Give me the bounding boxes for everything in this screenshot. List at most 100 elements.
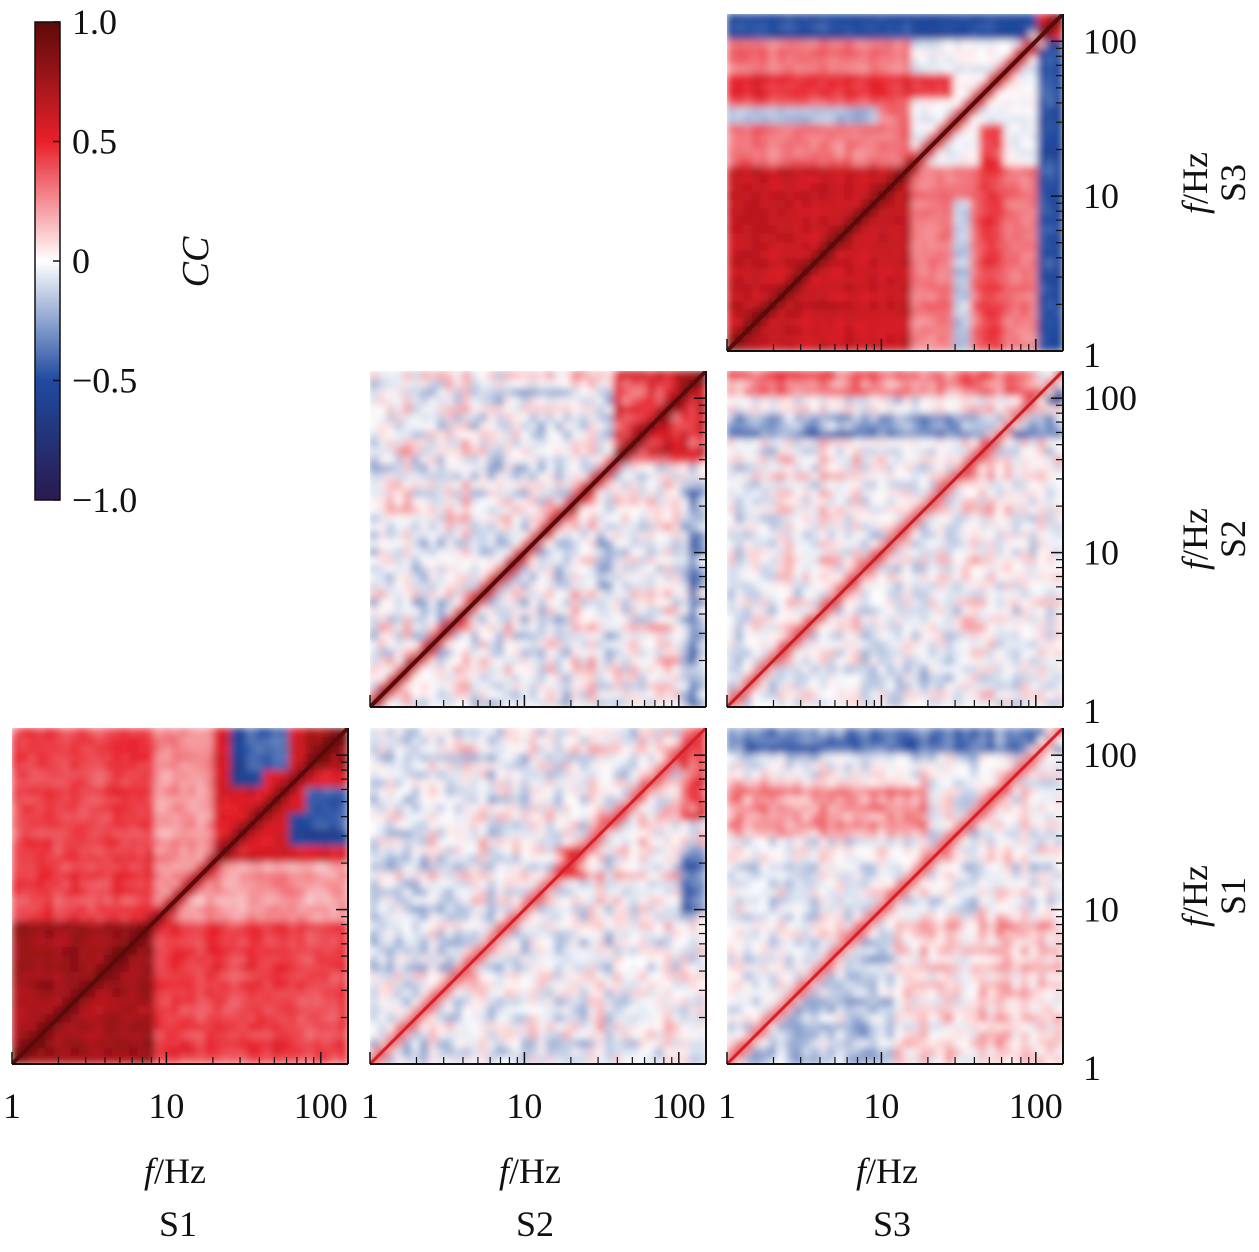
heatmap-cell [734, 207, 745, 217]
heatmap-cell [911, 30, 921, 40]
heatmap-cell [394, 664, 405, 674]
heatmap-cell [503, 580, 514, 590]
heatmap-cell [596, 496, 606, 506]
heatmap-cell [835, 156, 846, 167]
heatmap-cell [835, 114, 846, 125]
heatmap-cell [1054, 165, 1063, 175]
heatmap-cell [562, 446, 573, 456]
heatmap-cell [671, 412, 682, 422]
heatmap-cell [596, 639, 606, 649]
heatmap-cell [12, 735, 21, 746]
heatmap-cell [776, 274, 787, 285]
heatmap-cell [995, 240, 1005, 251]
heatmap-cell [852, 249, 862, 259]
heatmap-cell [1037, 333, 1047, 344]
heatmap-cell [1012, 605, 1022, 616]
heatmap-cell [944, 404, 955, 414]
heatmap-cell [503, 689, 514, 700]
heatmap-cell [827, 325, 837, 335]
heatmap-cell [911, 224, 921, 234]
heatmap-cell [776, 80, 787, 91]
heatmap-cell [978, 72, 988, 82]
heatmap-cell [411, 597, 421, 607]
heatmap-cell [751, 198, 762, 209]
heatmap-cell [928, 454, 938, 464]
heatmap-cell [743, 173, 753, 183]
heatmap-cell [436, 689, 447, 700]
heatmap-cell [529, 521, 539, 532]
heatmap-cell [655, 538, 665, 548]
heatmap-cell [377, 572, 388, 582]
heatmap-cell [1037, 316, 1047, 327]
heatmap-cell [869, 240, 879, 251]
heatmap-cell [545, 664, 556, 674]
heatmap-cell [902, 689, 913, 700]
heatmap-cell [944, 622, 955, 632]
heatmap-cell [970, 47, 980, 57]
heatmap-cell [894, 437, 904, 448]
heatmap-cell [928, 72, 938, 82]
heatmap-cell [436, 656, 447, 666]
heatmap-cell [869, 546, 879, 557]
heatmap-cell [663, 504, 673, 515]
heatmap-cell [638, 647, 648, 658]
heatmap-cell [961, 387, 972, 397]
heatmap-cell [785, 316, 795, 327]
heatmap-cell [671, 572, 682, 582]
heatmap-cell [785, 190, 795, 200]
heatmap-cell [877, 89, 888, 99]
heatmap-cell [428, 446, 438, 456]
heatmap-cell [936, 605, 946, 616]
heatmap-cell [911, 139, 921, 150]
heatmap-cell [370, 395, 379, 406]
heatmap-cell [638, 404, 648, 414]
heatmap-cell [478, 572, 489, 582]
heatmap-cell [470, 471, 480, 481]
heatmap-cell [727, 664, 736, 674]
heatmap-cell [562, 698, 573, 707]
heatmap-cell [860, 156, 871, 167]
heatmap-cell [604, 689, 615, 700]
heatmap-cell [596, 404, 606, 414]
heatmap-cell [760, 215, 770, 226]
heatmap-cell [995, 656, 1005, 666]
heatmap-cell [852, 513, 862, 523]
heatmap-cell [852, 182, 862, 192]
heatmap-cell [827, 513, 837, 523]
heatmap-cell [835, 656, 846, 666]
heatmap-cell [1020, 672, 1030, 683]
heatmap-cell [902, 156, 913, 167]
heatmap-cell [844, 664, 854, 674]
heatmap-cell [877, 224, 888, 234]
heatmap-cell [877, 173, 888, 183]
heatmap-cell [503, 378, 514, 389]
heatmap-cell [1020, 614, 1030, 624]
heatmap-cell [902, 30, 913, 40]
heatmap-cell [911, 639, 921, 649]
heatmap-cell [768, 55, 778, 66]
heatmap-cell [877, 681, 888, 691]
heatmap-cell [1028, 224, 1039, 234]
heatmap-cell [428, 454, 438, 464]
heatmap-cell [919, 106, 930, 116]
heatmap-cell [760, 639, 770, 649]
heatmap-cell [1054, 622, 1063, 632]
heatmap-cell [877, 55, 888, 66]
heatmap-cell [1012, 190, 1022, 200]
heatmap-cell [785, 404, 795, 414]
heatmap-cell [697, 446, 706, 456]
heatmap-cell [655, 580, 665, 590]
heatmap-cell [844, 299, 854, 310]
heatmap-cell [961, 38, 972, 49]
heatmap-cell [886, 97, 896, 108]
y-tick-label: 100 [1083, 21, 1137, 61]
heatmap-cell [1045, 647, 1056, 658]
heatmap-cell [734, 274, 745, 285]
heatmap-cell [554, 504, 564, 515]
heatmap-cell [986, 64, 997, 74]
heatmap-cell [613, 378, 623, 389]
heatmap-cell [978, 555, 988, 565]
heatmap-cell [1028, 257, 1039, 268]
heatmap-cell [894, 30, 904, 40]
heatmap-cell [818, 689, 829, 700]
